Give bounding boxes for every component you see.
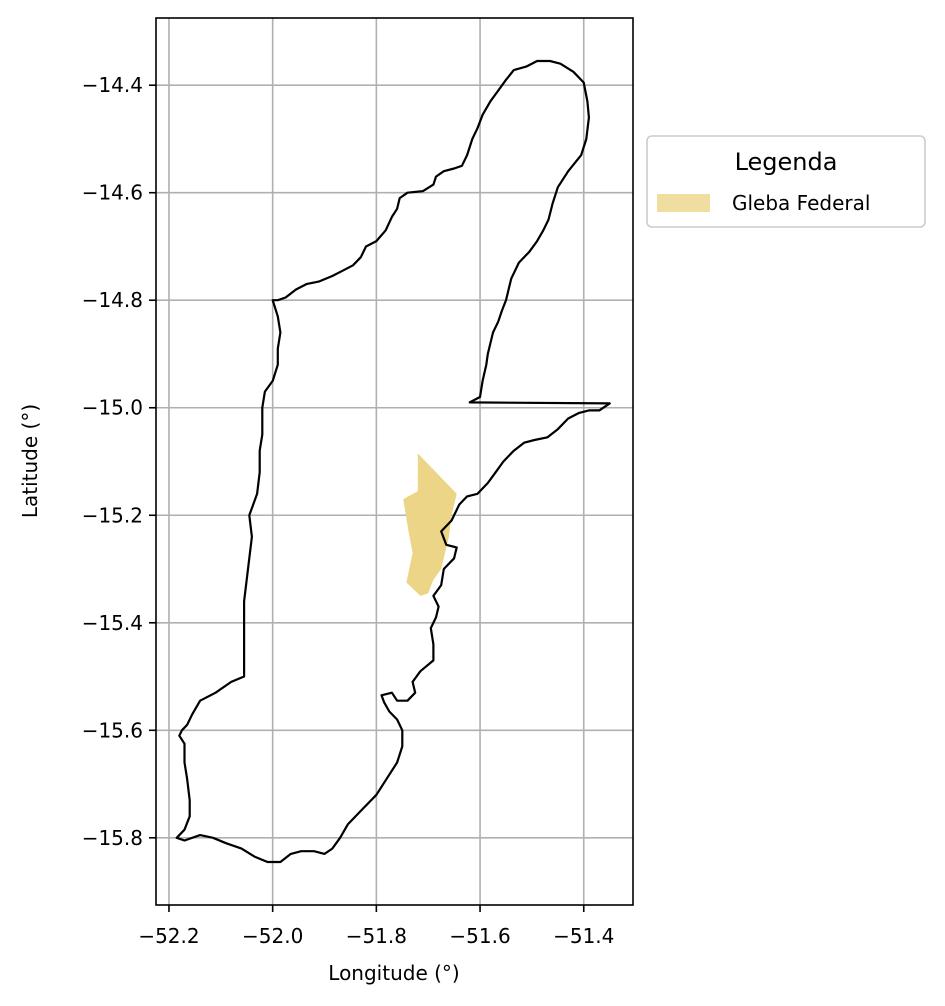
x-tick-label: −52.0 <box>242 924 303 948</box>
legend-label-gleba-federal: Gleba Federal <box>732 191 870 215</box>
legend-title: Legenda <box>735 148 838 176</box>
x-tick-label: −51.6 <box>449 924 510 948</box>
y-tick-label: −14.4 <box>82 73 143 97</box>
x-tick-label: −52.2 <box>138 924 199 948</box>
y-axis-label: Latitude (°) <box>18 404 42 518</box>
y-tick-label: −14.8 <box>82 288 143 312</box>
y-tick-label: −15.6 <box>82 718 143 742</box>
legend-swatch-gleba-federal <box>657 194 710 212</box>
y-tick-label: −15.0 <box>82 396 143 420</box>
y-tick-label: −15.2 <box>82 503 143 527</box>
y-tick-label: −14.6 <box>82 181 143 205</box>
legend: Legenda Gleba Federal <box>647 136 925 227</box>
x-tick-label: −51.4 <box>553 924 614 948</box>
x-tick-label: −51.8 <box>346 924 407 948</box>
y-tick-label: −15.4 <box>82 611 143 635</box>
x-axis-label: Longitude (°) <box>328 961 459 985</box>
y-tick-label: −15.8 <box>82 826 143 850</box>
